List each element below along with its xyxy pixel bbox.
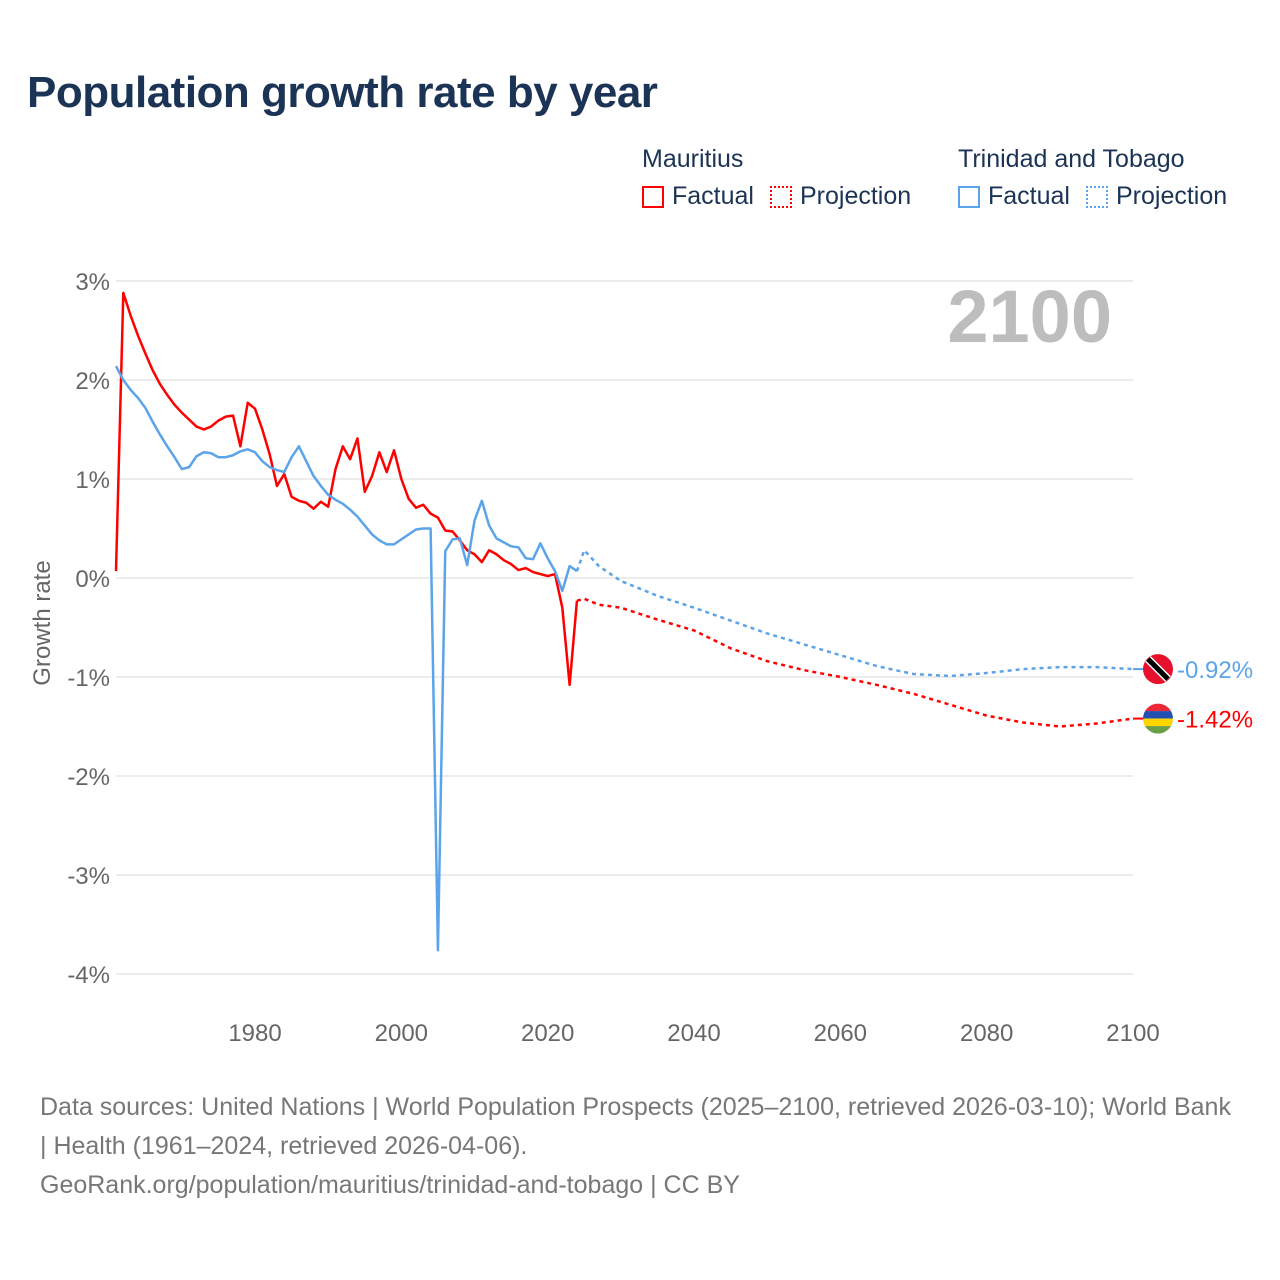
legend-item-factual[interactable]: Factual (958, 182, 1070, 211)
mauritius-flag-icon (1143, 703, 1173, 712)
mauritius-flag-icon (1143, 711, 1173, 719)
legend-label: Factual (988, 182, 1070, 210)
legend-label: Projection (799, 182, 912, 210)
projection-line-1 (575, 547, 1134, 678)
attribution-link[interactable]: GeoRank.org/population/mauritius/trinida… (40, 1171, 740, 1199)
x-tick-label: 2080 (960, 1020, 1013, 1047)
y-tick-label: 2% (75, 368, 110, 395)
y-axis-label: Growth rate (29, 560, 56, 685)
x-tick-label: 2060 (814, 1020, 867, 1047)
data-sources: Data sources: United Nations | World Pop… (40, 1093, 1231, 1160)
factual-line-1 (114, 365, 578, 952)
x-tick-label: 2020 (521, 1020, 574, 1047)
solid-swatch-icon (958, 185, 980, 208)
legend-label: Projection (1115, 182, 1228, 210)
y-tick-label: -2% (67, 764, 110, 791)
legend-mauritius: Mauritius Factual Projection (642, 145, 927, 211)
legend-item-factual[interactable]: Factual (642, 182, 754, 211)
legend-trinidad-and-tobago: Trinidad and Tobago Factual Projection (958, 145, 1243, 211)
y-tick-label: -1% (67, 665, 110, 692)
y-tick-label: -4% (67, 962, 110, 989)
projection-line-0 (576, 597, 1134, 728)
x-tick-label: 2000 (375, 1020, 428, 1047)
legend-item-projection[interactable]: Projection (1085, 182, 1228, 211)
footer: Data sources: United Nations | World Pop… (40, 1088, 1240, 1205)
solid-swatch-icon (642, 185, 664, 208)
flag-stripe (1146, 657, 1170, 681)
year-label: 2100 (947, 275, 1112, 358)
legend-title: Trinidad and Tobago (958, 145, 1185, 173)
dotted-swatch-icon (769, 185, 792, 208)
legend-title: Mauritius (642, 145, 744, 173)
factual-line-0 (114, 291, 579, 687)
end-value-label: -1.42% (1177, 707, 1253, 734)
mauritius-flag-icon (1143, 726, 1173, 734)
y-tick-label: -3% (67, 863, 110, 890)
y-tick-label: 1% (75, 467, 110, 494)
y-tick-label: 0% (75, 566, 110, 593)
mauritius-flag-icon (1143, 718, 1173, 727)
dotted-swatch-icon (1085, 185, 1108, 208)
legend-item-projection[interactable]: Projection (769, 182, 912, 211)
x-tick-label: 1980 (228, 1020, 281, 1047)
page-title: Population growth rate by year (27, 68, 658, 117)
x-tick-label: 2040 (667, 1020, 720, 1047)
legend-label: Factual (672, 182, 754, 210)
y-tick-label: 3% (75, 269, 110, 296)
x-tick-label: 2100 (1106, 1020, 1159, 1047)
end-value-label: -0.92% (1177, 657, 1253, 684)
